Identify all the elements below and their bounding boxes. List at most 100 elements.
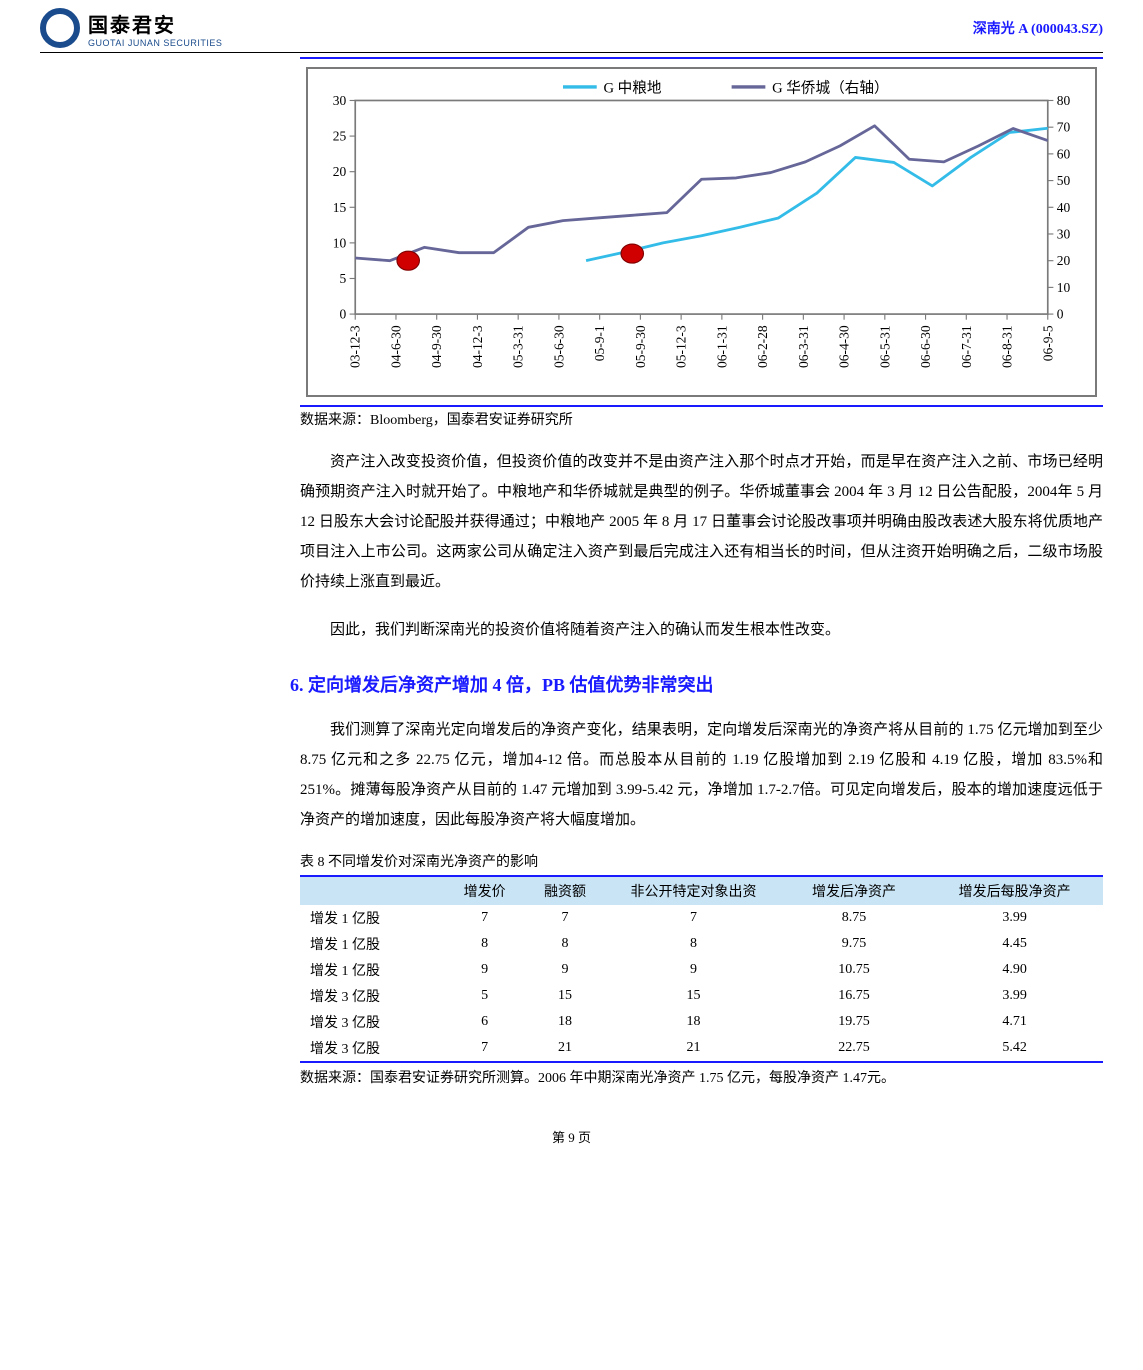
svg-text:70: 70 [1057,120,1071,135]
table-row: 增发 1 亿股8889.754.45 [300,931,1103,957]
body-paragraph-1: 资产注入改变投资价值，但投资价值的改变并不是由资产注入那个时点才开始，而是早在资… [300,447,1103,597]
company-name-en: GUOTAI JUNAN SECURITIES [88,38,222,48]
table-cell: 7 [445,905,525,931]
table-header-cell: 增发后净资产 [782,877,927,905]
table-row: 增发 3 亿股7212122.755.42 [300,1035,1103,1061]
table-source: 数据来源：国泰君安证券研究所测算。2006 年中期深南光净资产 1.75 亿元，… [300,1067,1103,1087]
table-cell: 8 [605,931,782,957]
svg-text:5: 5 [339,271,346,286]
svg-text:05-9-30: 05-9-30 [633,325,648,368]
svg-text:G 中粮地: G 中粮地 [603,80,661,97]
svg-text:20: 20 [333,164,347,179]
svg-text:04-12-3: 04-12-3 [470,325,485,368]
svg-text:10: 10 [1057,280,1071,295]
table-cell: 15 [525,983,605,1009]
table-cell: 7 [605,905,782,931]
svg-text:40: 40 [1057,200,1071,215]
svg-text:30: 30 [1057,226,1071,241]
table-cell: 5.42 [926,1035,1103,1061]
body-paragraph-2: 因此，我们判断深南光的投资价值将随着资产注入的确认而发生根本性改变。 [300,615,1103,645]
table-cell: 4.71 [926,1009,1103,1035]
logo-text: 国泰君安 GUOTAI JUNAN SECURITIES [88,9,222,48]
svg-text:06-7-31: 06-7-31 [959,325,974,368]
svg-text:10: 10 [333,235,347,250]
paragraph: 我们测算了深南光定向增发后的净资产变化，结果表明，定向增发后深南光的净资产将从目… [300,715,1103,835]
table-header-cell: 融资额 [525,877,605,905]
table-cell: 4.90 [926,957,1103,983]
svg-text:20: 20 [1057,253,1071,268]
table-header-cell: 非公开特定对象出资 [605,877,782,905]
table-cell: 3.99 [926,905,1103,931]
table-cell: 9 [605,957,782,983]
table-cell: 9.75 [782,931,927,957]
table-cell: 5 [445,983,525,1009]
svg-text:06-5-31: 06-5-31 [877,325,892,368]
chart-source: 数据来源：Bloomberg，国泰君安证券研究所 [300,409,1143,429]
svg-text:06-8-31: 06-8-31 [1000,325,1015,368]
table-cell: 22.75 [782,1035,927,1061]
svg-text:06-2-28: 06-2-28 [755,325,770,368]
table-cell: 8 [525,931,605,957]
table-cell: 16.75 [782,983,927,1009]
paragraph: 资产注入改变投资价值，但投资价值的改变并不是由资产注入那个时点才开始，而是早在资… [300,447,1103,597]
table-cell: 增发 1 亿股 [300,957,445,983]
table-cell: 4.45 [926,931,1103,957]
table-header-cell [300,877,445,905]
table-header-cell: 增发后每股净资产 [926,877,1103,905]
company-name-cn: 国泰君安 [88,9,222,38]
page-number: 第 9 页 [0,1127,1143,1166]
table-cell: 增发 1 亿股 [300,931,445,957]
table-cell: 7 [445,1035,525,1061]
svg-text:15: 15 [333,200,347,215]
table-header-row: 增发价融资额非公开特定对象出资增发后净资产增发后每股净资产 [300,877,1103,905]
paragraph: 因此，我们判断深南光的投资价值将随着资产注入的确认而发生根本性改变。 [300,615,1103,645]
table-cell: 21 [605,1035,782,1061]
table-row: 增发 3 亿股5151516.753.99 [300,983,1103,1009]
table-cell: 7 [525,905,605,931]
svg-text:30: 30 [333,93,347,108]
data-table: 增发价融资额非公开特定对象出资增发后净资产增发后每股净资产 增发 1 亿股777… [300,877,1103,1061]
header-divider [40,52,1103,53]
svg-text:05-12-3: 05-12-3 [674,325,689,368]
table-cell: 6 [445,1009,525,1035]
table-cell: 19.75 [782,1009,927,1035]
svg-text:0: 0 [1057,307,1064,322]
table-wrapper: 增发价融资额非公开特定对象出资增发后净资产增发后每股净资产 增发 1 亿股777… [300,875,1103,1063]
table-cell: 3.99 [926,983,1103,1009]
table-cell: 10.75 [782,957,927,983]
table-row: 增发 1 亿股99910.754.90 [300,957,1103,983]
logo-icon [40,8,80,48]
table-cell: 8 [445,931,525,957]
stock-code: 深南光 A (000043.SZ) [973,18,1103,38]
svg-text:06-1-31: 06-1-31 [714,325,729,368]
svg-text:05-9-1: 05-9-1 [592,325,607,361]
svg-text:04-9-30: 04-9-30 [429,325,444,368]
table-cell: 增发 3 亿股 [300,983,445,1009]
table-row: 增发 1 亿股7778.753.99 [300,905,1103,931]
table-cell: 8.75 [782,905,927,931]
chart-outer-frame: 0510152025300102030405060708003-12-304-6… [300,57,1103,407]
svg-text:0: 0 [339,307,346,322]
svg-text:05-3-31: 05-3-31 [511,325,526,368]
svg-text:60: 60 [1057,146,1071,161]
table-cell: 增发 3 亿股 [300,1035,445,1061]
table-cell: 9 [525,957,605,983]
svg-text:80: 80 [1057,93,1071,108]
table-cell: 18 [525,1009,605,1035]
table-header-cell: 增发价 [445,877,525,905]
svg-text:05-6-30: 05-6-30 [551,325,566,368]
svg-text:06-9-5: 06-9-5 [1040,325,1055,361]
page-header: 国泰君安 GUOTAI JUNAN SECURITIES 深南光 A (0000… [0,0,1143,52]
table-caption: 表 8 不同增发价对深南光净资产的影响 [300,851,1103,871]
svg-text:50: 50 [1057,173,1071,188]
chart-container: 0510152025300102030405060708003-12-304-6… [306,67,1097,397]
table-body: 增发 1 亿股7778.753.99增发 1 亿股8889.754.45增发 1… [300,905,1103,1061]
svg-text:G 华侨城（右轴）: G 华侨城（右轴） [772,80,888,97]
table-cell: 增发 1 亿股 [300,905,445,931]
logo-area: 国泰君安 GUOTAI JUNAN SECURITIES [40,8,222,48]
table-cell: 18 [605,1009,782,1035]
svg-text:03-12-3: 03-12-3 [348,325,363,368]
table-cell: 15 [605,983,782,1009]
svg-text:25: 25 [333,129,347,144]
svg-text:06-3-31: 06-3-31 [796,325,811,368]
